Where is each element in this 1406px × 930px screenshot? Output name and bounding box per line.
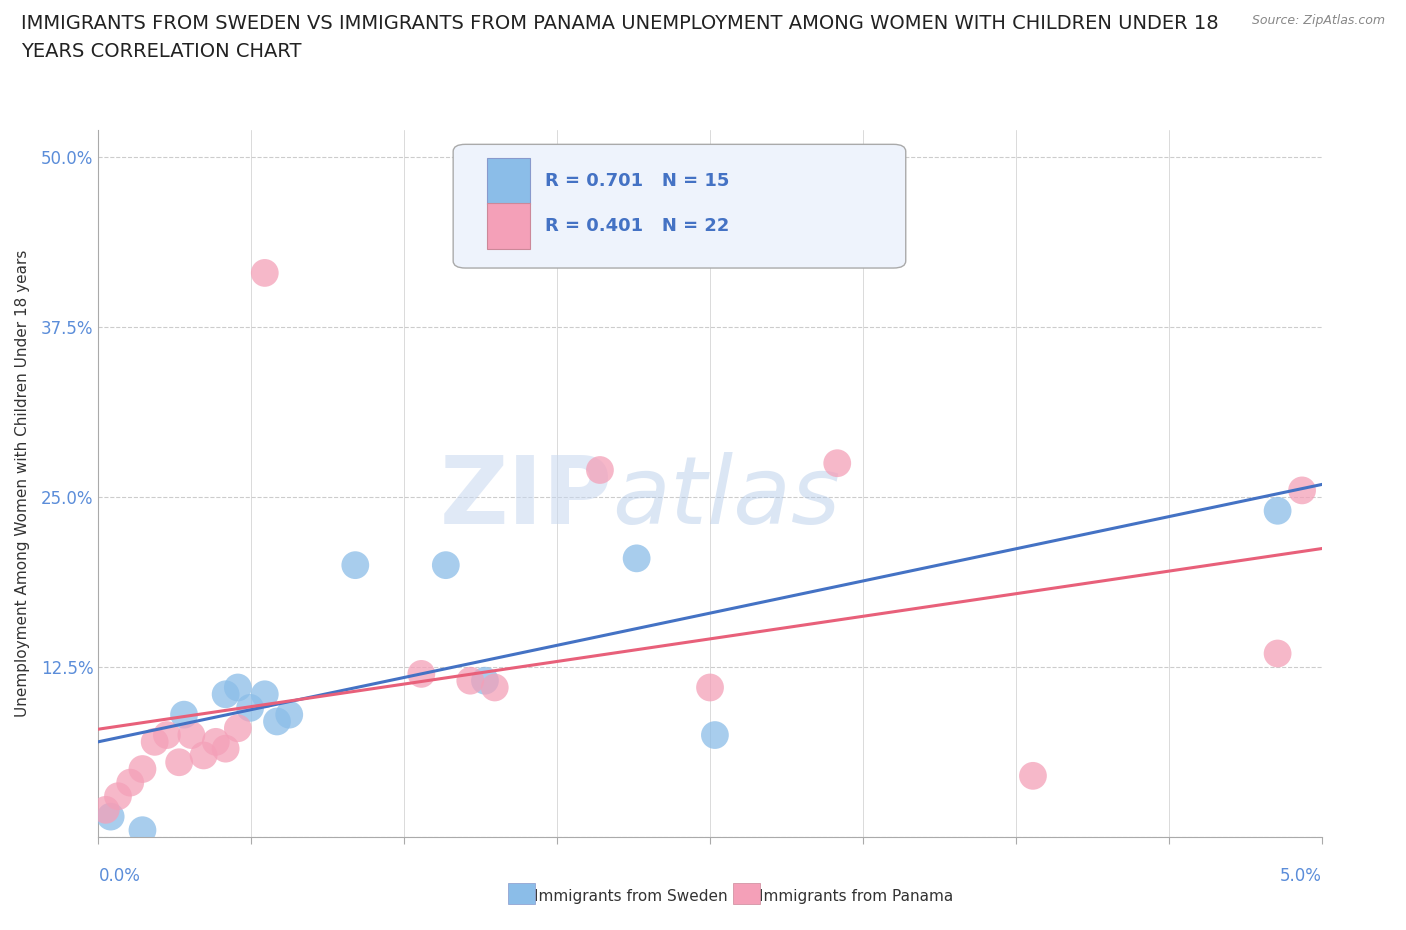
Point: [253, 265, 276, 280]
Point: [1022, 768, 1045, 783]
Point: [253, 687, 276, 702]
Point: [1267, 503, 1289, 518]
Text: 0.0%: 0.0%: [98, 867, 141, 884]
Point: [226, 721, 249, 736]
Point: [173, 707, 195, 722]
Point: [626, 551, 648, 565]
Point: [214, 687, 236, 702]
FancyBboxPatch shape: [453, 144, 905, 268]
Point: [131, 762, 153, 777]
Point: [474, 673, 496, 688]
Point: [1267, 646, 1289, 661]
Point: [131, 823, 153, 838]
Y-axis label: Unemployment Among Women with Children Under 18 years: Unemployment Among Women with Children U…: [15, 250, 30, 717]
Point: [458, 673, 481, 688]
Point: [107, 789, 129, 804]
Point: [266, 714, 288, 729]
Text: Source: ZipAtlas.com: Source: ZipAtlas.com: [1251, 14, 1385, 27]
FancyBboxPatch shape: [488, 158, 530, 205]
Point: [825, 456, 848, 471]
Text: atlas: atlas: [612, 452, 841, 543]
Point: [484, 680, 506, 695]
Point: [205, 735, 228, 750]
Point: [180, 727, 202, 742]
Point: [278, 707, 301, 722]
Text: 5.0%: 5.0%: [1279, 867, 1322, 884]
Text: IMMIGRANTS FROM SWEDEN VS IMMIGRANTS FROM PANAMA UNEMPLOYMENT AMONG WOMEN WITH C: IMMIGRANTS FROM SWEDEN VS IMMIGRANTS FRO…: [21, 14, 1219, 33]
Text: Immigrants from Panama: Immigrants from Panama: [759, 889, 953, 904]
Text: ZIP: ZIP: [439, 452, 612, 544]
Point: [193, 748, 215, 763]
Point: [100, 809, 122, 824]
Point: [156, 727, 179, 742]
Point: [1291, 483, 1313, 498]
Point: [167, 755, 190, 770]
Text: Immigrants from Sweden: Immigrants from Sweden: [534, 889, 728, 904]
Point: [239, 700, 262, 715]
FancyBboxPatch shape: [488, 203, 530, 249]
Point: [214, 741, 236, 756]
Point: [699, 680, 721, 695]
Point: [143, 735, 166, 750]
Point: [703, 727, 725, 742]
Point: [434, 558, 457, 573]
Text: YEARS CORRELATION CHART: YEARS CORRELATION CHART: [21, 42, 302, 60]
Point: [94, 803, 117, 817]
Point: [120, 776, 142, 790]
Text: R = 0.401   N = 22: R = 0.401 N = 22: [546, 217, 730, 234]
Point: [589, 462, 612, 477]
Point: [226, 680, 249, 695]
Point: [411, 667, 433, 682]
Text: R = 0.701   N = 15: R = 0.701 N = 15: [546, 172, 730, 190]
Point: [344, 558, 367, 573]
